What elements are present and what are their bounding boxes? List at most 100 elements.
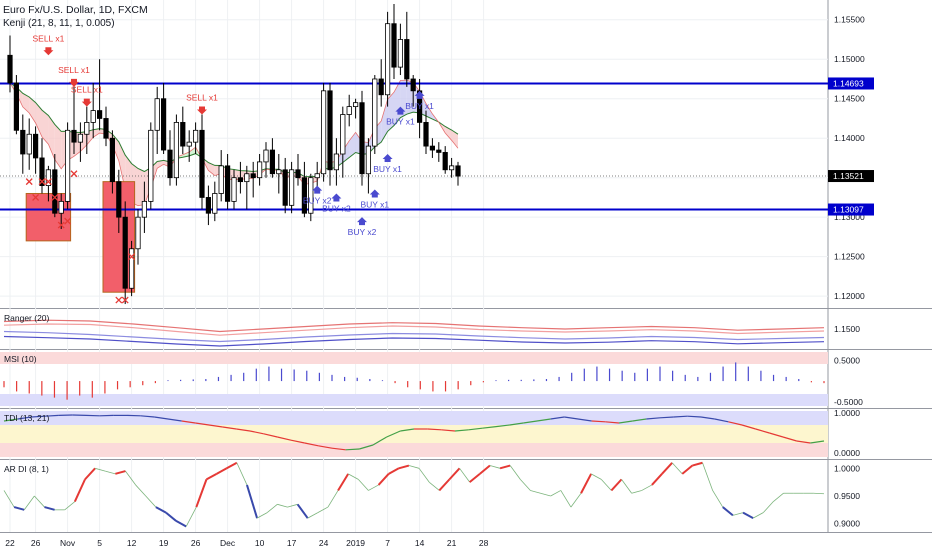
tdi-line [482, 426, 497, 429]
price-tick-label: 1.12000 [834, 291, 865, 301]
ardi-line [773, 492, 784, 502]
sell-signal-label: SELL x1 [186, 93, 218, 103]
candle [13, 82, 19, 131]
ardi-line [23, 495, 35, 511]
tdi-upper-band [0, 411, 828, 425]
candle [423, 122, 429, 147]
date-tick-label: 21 [447, 538, 457, 548]
cloud-segment [426, 103, 433, 120]
ardi-tick-label: 0.9500 [834, 491, 860, 501]
candle [384, 23, 391, 96]
cloud-segment [451, 130, 458, 149]
ardi-line [600, 479, 612, 491]
tdi-line [167, 418, 182, 422]
x-marker [51, 193, 59, 201]
ardi-line [641, 484, 653, 491]
tdi-line [427, 428, 442, 431]
tdi-line [290, 439, 305, 444]
candle [237, 177, 243, 183]
ardi-line [520, 479, 531, 491]
ardi-tick-label: 0.9000 [834, 519, 860, 529]
ranger-tick-label: 1.1500 [834, 324, 860, 334]
tdi-line [550, 416, 565, 420]
candle [250, 173, 256, 179]
ardi-line [377, 473, 390, 486]
cloud-segment [118, 141, 126, 190]
cloud-segment [54, 124, 62, 169]
candle [263, 149, 269, 163]
ardi-line [3, 490, 15, 508]
candle [20, 129, 26, 155]
date-tick-label: 5 [97, 538, 102, 548]
ardi-line [762, 501, 774, 513]
candle [410, 78, 416, 92]
candle [186, 141, 192, 147]
tdi-line [17, 416, 32, 420]
candle [122, 216, 128, 289]
price-tick-label: 1.13000 [834, 212, 865, 222]
date-tick-label: 26 [191, 538, 201, 548]
candle [365, 145, 372, 175]
tdi-line [577, 418, 592, 422]
cloud-segment [48, 115, 55, 160]
msi-lower-band [0, 394, 828, 406]
ardi-line [438, 478, 451, 492]
candle [269, 149, 276, 175]
ardi-line [681, 464, 694, 475]
candle [212, 193, 218, 214]
ardi-line [469, 473, 481, 483]
ardi-line [205, 472, 218, 481]
ardi-line [712, 490, 724, 508]
sell-signal-label: SELL x1 [71, 85, 103, 95]
price-tick-label: 1.15500 [834, 15, 865, 25]
ardi-line [256, 512, 268, 519]
ardi-line [732, 512, 744, 516]
x-marker [128, 253, 136, 261]
ardi-line [509, 465, 521, 480]
ranger-line [3, 335, 825, 347]
candle [97, 110, 103, 119]
candle [282, 169, 288, 206]
price-tag [828, 203, 874, 216]
buy-signal-label: BUY x1 [386, 117, 415, 127]
ardi-line [13, 506, 25, 511]
date-tick-label: Dec [220, 538, 236, 548]
candle [52, 169, 58, 214]
candle [442, 152, 448, 171]
cloud-segment [445, 126, 452, 141]
candle [231, 177, 237, 202]
ardi-line [125, 470, 136, 486]
candle [45, 169, 52, 186]
ardi-line [742, 511, 754, 520]
tdi-line [728, 421, 743, 426]
candle [352, 102, 359, 108]
tdi-line [195, 422, 210, 426]
candle [65, 129, 71, 202]
tdi-line [31, 415, 46, 418]
candle [429, 145, 436, 151]
tdi-line [714, 418, 729, 423]
candle [224, 165, 231, 202]
candle [327, 90, 333, 171]
price-tick-label: 1.14500 [834, 94, 865, 104]
candle [199, 129, 205, 198]
buy-arrow [331, 193, 342, 202]
ardi-line [84, 467, 96, 481]
ardi-line [348, 473, 359, 480]
ardi-line [95, 467, 106, 472]
candle [33, 133, 39, 159]
tdi-line [782, 436, 797, 442]
buy-arrow [414, 90, 425, 99]
buy-signal-label: BUY x1 [373, 164, 402, 174]
cloud-segment [349, 132, 356, 158]
tdi-line [222, 426, 237, 430]
tdi-line [591, 420, 606, 423]
date-tick-label: 12 [127, 538, 137, 548]
candle [314, 173, 320, 179]
candle [180, 122, 186, 147]
date-tick-label: 14 [415, 538, 425, 548]
candle [39, 157, 45, 186]
candle [256, 161, 263, 179]
cloud-segment [29, 97, 36, 123]
